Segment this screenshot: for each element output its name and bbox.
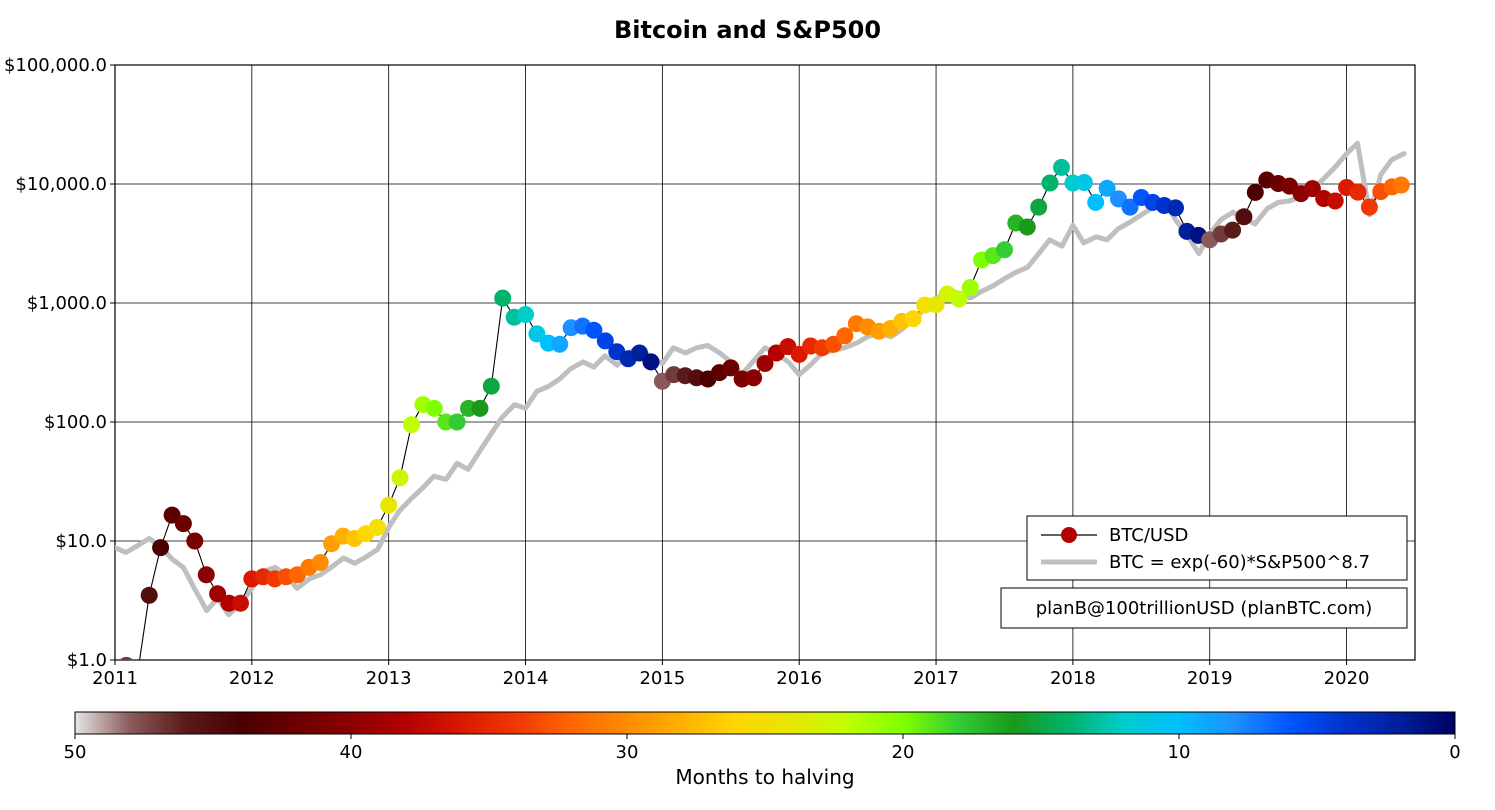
colorbar-title: Months to halving <box>675 765 854 789</box>
chart: Bitcoin and S&P500 2011 2012 2013 2014 2015 20… <box>0 0 1495 810</box>
btc-point <box>141 587 158 604</box>
x-tick-label: 2011 <box>92 668 138 689</box>
colorbar-tick-label: 20 <box>892 742 915 763</box>
x-tick-label: 2020 <box>1324 668 1370 689</box>
x-tick-label: 2012 <box>229 668 275 689</box>
x-tick-label: 2017 <box>913 668 959 689</box>
btc-point <box>1235 208 1252 225</box>
btc-point <box>1349 184 1366 201</box>
y-tick-label: $10.0 <box>55 531 107 552</box>
btc-point <box>1087 194 1104 211</box>
btc-point <box>517 306 534 323</box>
colorbar-tick-label: 0 <box>1449 742 1460 763</box>
btc-point <box>426 400 443 417</box>
btc-point <box>1393 177 1410 194</box>
y-tick-label: $10,000.0 <box>15 174 107 195</box>
btc-point <box>1030 199 1047 216</box>
btc-point <box>403 416 420 433</box>
btc-point <box>1327 193 1344 210</box>
colorbar-tick-label: 10 <box>1168 742 1191 763</box>
btc-point <box>152 539 169 556</box>
legend-marker-btc <box>1061 527 1077 543</box>
btc-point <box>745 369 762 386</box>
x-tick-label: 2015 <box>639 668 685 689</box>
colorbar <box>75 712 1455 734</box>
btc-point <box>1076 174 1093 191</box>
btc-point <box>1247 184 1264 201</box>
btc-point <box>494 290 511 307</box>
btc-point <box>198 566 215 583</box>
btc-point <box>175 515 192 532</box>
btc-point <box>1167 199 1184 216</box>
btc-point <box>1042 175 1059 192</box>
x-tick-label: 2019 <box>1187 668 1233 689</box>
btc-point <box>449 414 466 431</box>
chart-title: Bitcoin and S&P500 <box>614 16 881 44</box>
x-tick-label: 2013 <box>366 668 412 689</box>
btc-point <box>483 378 500 395</box>
btc-point <box>905 310 922 327</box>
btc-point <box>1224 222 1241 239</box>
x-tick-label: 2016 <box>776 668 822 689</box>
colorbar-tick-label: 50 <box>64 742 87 763</box>
btc-point <box>186 533 203 550</box>
btc-point <box>1053 159 1070 176</box>
btc-point <box>472 400 489 417</box>
legend-label-btc: BTC/USD <box>1109 525 1188 546</box>
attribution-text: planB@100trillionUSD (planBTC.com) <box>1036 598 1373 619</box>
y-tick-label: $1,000.0 <box>27 293 107 314</box>
btc-point <box>1361 199 1378 216</box>
x-tick-label: 2014 <box>503 668 549 689</box>
x-tick-label: 2018 <box>1050 668 1096 689</box>
btc-point <box>962 279 979 296</box>
colorbar-tick-label: 40 <box>340 742 363 763</box>
colorbar-tick-label: 30 <box>616 742 639 763</box>
btc-point <box>369 519 386 536</box>
btc-point <box>643 353 660 370</box>
btc-point <box>1019 219 1036 236</box>
btc-point <box>232 595 249 612</box>
btc-point <box>551 336 568 353</box>
legend-label-sp500: BTC = exp(-60)*S&P500^8.7 <box>1109 552 1370 573</box>
btc-point <box>996 241 1013 258</box>
y-tick-label: $1.0 <box>67 650 107 671</box>
y-tick-label: $100,000.0 <box>4 55 107 76</box>
btc-point <box>380 497 397 514</box>
y-tick-label: $100.0 <box>44 412 107 433</box>
btc-point <box>392 469 409 486</box>
btc-point <box>312 554 329 571</box>
